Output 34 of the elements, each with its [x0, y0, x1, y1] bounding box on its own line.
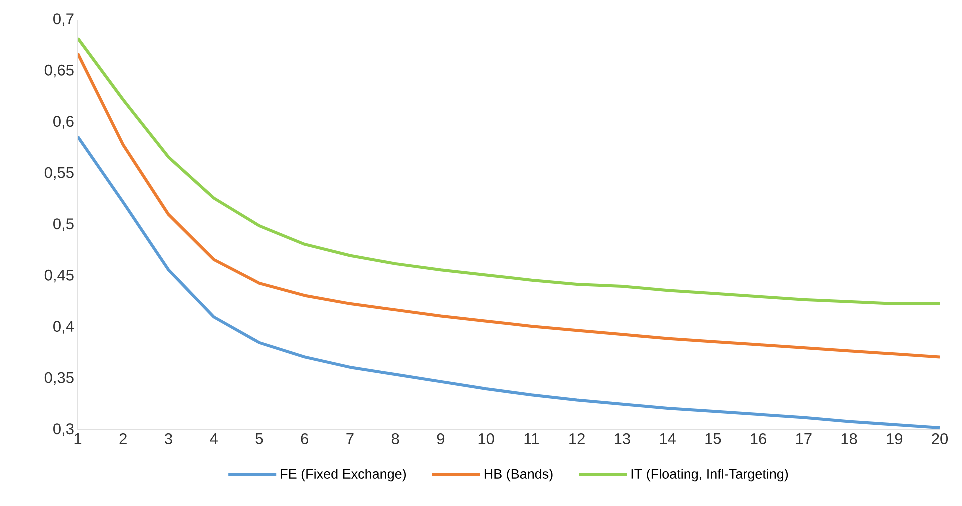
y-tick-label: 0,5 [54, 218, 74, 232]
x-tick-label: 4 [210, 434, 218, 444]
x-tick-label: 18 [842, 434, 858, 444]
x-tick-label: 5 [256, 434, 264, 444]
x-tick-label: 3 [165, 434, 172, 444]
x-tick-label: 8 [392, 434, 400, 444]
x-tick-label: 6 [301, 434, 308, 444]
legend-label: HB (Bands) [484, 469, 553, 482]
line-series [78, 52, 940, 359]
legend-label: IT (Floating, Infl-Targeting) [632, 469, 788, 482]
y-tick-label: 0,6 [54, 116, 74, 129]
y-tick-label: 0,65 [44, 64, 74, 78]
x-tick-label: 11 [524, 434, 539, 444]
y-tick-label: 0,7 [54, 14, 74, 26]
x-tick-label: 10 [478, 434, 494, 444]
x-tick-label: 16 [751, 434, 766, 444]
x-tick-label: 1 [74, 434, 82, 444]
y-tick-label: 0,3 [54, 424, 74, 436]
x-tick-label: 13 [614, 434, 630, 444]
x-tick-label: 15 [706, 434, 722, 444]
line-series [78, 36, 940, 306]
x-tick-label: 2 [120, 434, 127, 444]
x-tick-label: 9 [437, 434, 445, 444]
legend-label: FE (Fixed Exchange) [281, 469, 406, 482]
x-tick-label: 19 [887, 434, 903, 444]
x-tick-label: 7 [346, 434, 354, 444]
x-tick-label: 12 [570, 434, 585, 444]
y-tick-label: 0,35 [44, 372, 74, 386]
x-tick-label: 14 [660, 434, 676, 444]
x-tick-label: 20 [932, 434, 948, 444]
y-tick-label: 0,4 [54, 321, 74, 334]
x-tick-label: 17 [796, 434, 812, 444]
y-tick-label: 0,45 [44, 270, 74, 283]
y-tick-label: 0,55 [44, 167, 74, 180]
